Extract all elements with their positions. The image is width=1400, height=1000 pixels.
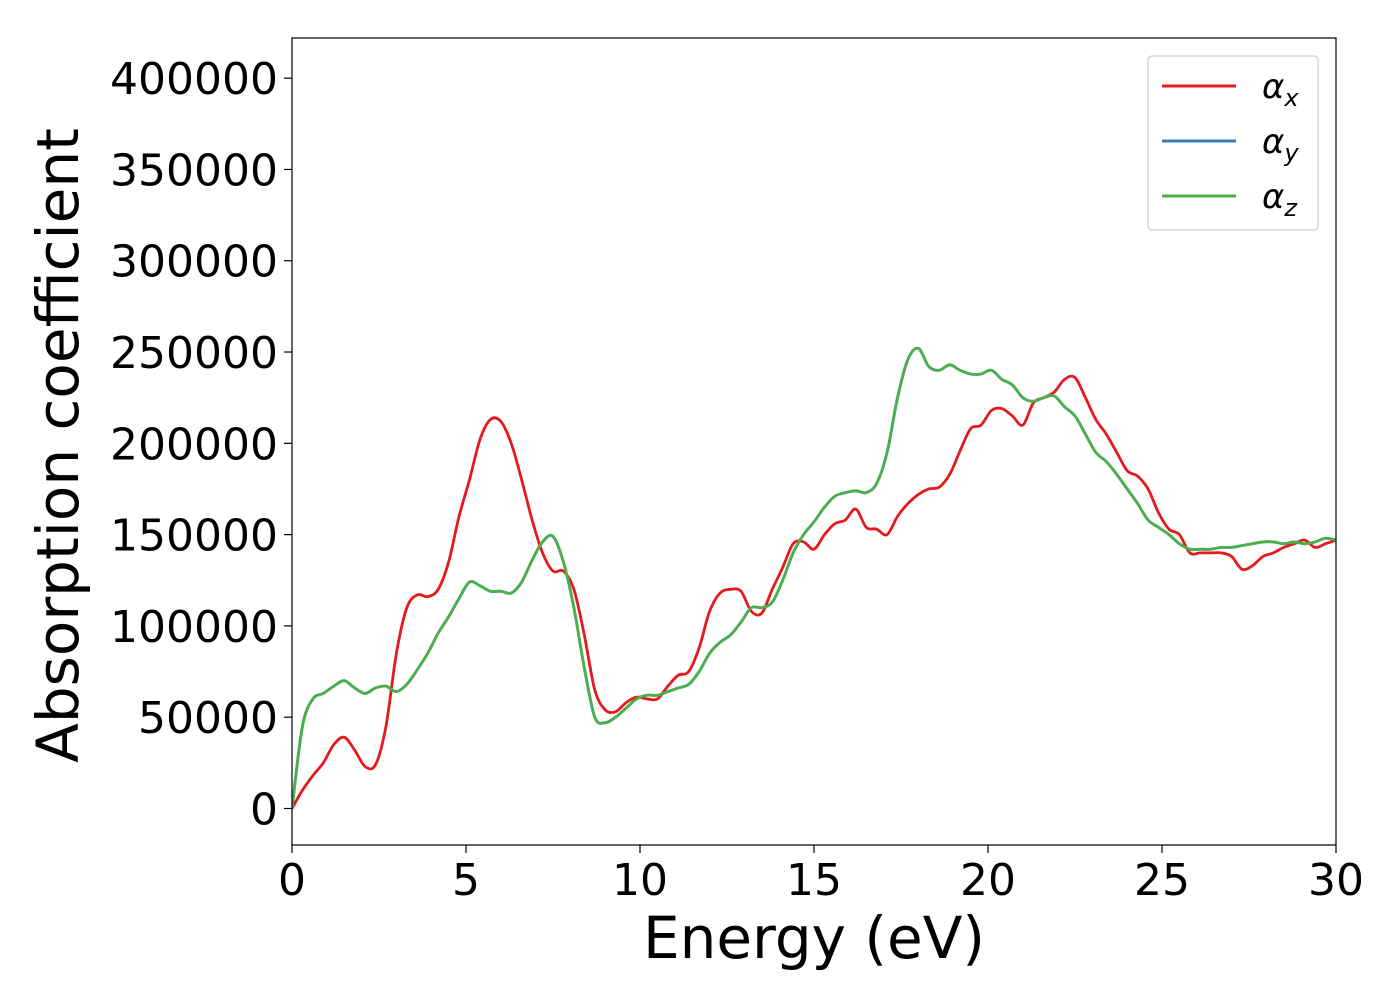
- legend-label-y: αy: [1262, 122, 1299, 167]
- x-tick-label: 10: [612, 855, 668, 906]
- y-tick-label: 400000: [110, 54, 278, 105]
- x-tick-label: 20: [960, 855, 1016, 906]
- y-tick-label: 100000: [110, 602, 278, 653]
- legend-label-x: αx: [1262, 67, 1299, 112]
- legend-label-z: αz: [1262, 177, 1298, 222]
- y-tick-label: 150000: [110, 511, 278, 562]
- x-tick-label: 25: [1134, 855, 1190, 906]
- legend-box: [1147, 55, 1319, 231]
- y-tick-label: 350000: [110, 145, 278, 196]
- y-tick-label: 300000: [110, 237, 278, 288]
- x-tick-label: 15: [786, 855, 842, 906]
- legend: αx αy αz: [1147, 55, 1319, 231]
- y-axis: 0 50000 100000 150000 200000 250000 300000 3500…: [110, 54, 292, 835]
- x-tick-label: 30: [1308, 855, 1364, 906]
- series-line-z: [292, 346, 1336, 810]
- x-axis-title: Energy (eV): [643, 904, 985, 972]
- y-tick-label: 250000: [110, 328, 278, 379]
- x-tick-label: 5: [452, 855, 480, 906]
- x-axis: 0 5 10 15 20 25 30: [278, 845, 1364, 906]
- y-tick-label: 200000: [110, 419, 278, 470]
- y-axis-title: Absorption coefficient: [24, 128, 92, 763]
- series-line-x: [292, 374, 1336, 810]
- x-tick-label: 0: [278, 855, 306, 906]
- y-tick-label: 0: [250, 784, 278, 835]
- series-layer: [292, 346, 1336, 810]
- y-tick-label: 50000: [138, 693, 278, 744]
